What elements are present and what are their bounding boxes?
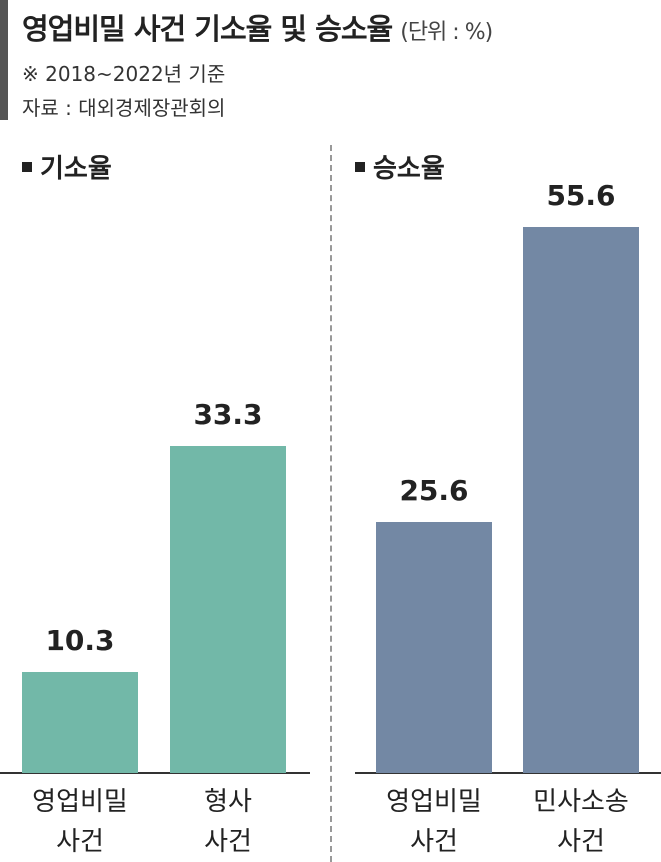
bar: [170, 445, 286, 773]
value-label: 25.6: [399, 473, 469, 507]
panel-title-text: 승소율: [373, 154, 445, 184]
unit: (단위 : %): [400, 20, 493, 45]
x-tick-label: 형사 사건: [204, 787, 252, 857]
panel-title: 승소율: [355, 148, 445, 185]
title: 영업비밀 사건 기소율 및 승소율 (단위 : %): [22, 6, 493, 48]
bar: [22, 671, 138, 773]
title-text: 영업비밀 사건 기소율 및 승소율: [22, 12, 393, 46]
panel-title: 기소율: [22, 148, 112, 185]
value-label: 33.3: [193, 397, 263, 431]
divider: [330, 145, 332, 862]
value-label: 10.3: [45, 623, 115, 657]
bar: [376, 521, 492, 773]
baseline: [0, 772, 310, 774]
source: 자료 : 대외경제장관회의: [22, 96, 226, 120]
note: ※ 2018~2022년 기준: [22, 62, 226, 86]
value-label: 55.6: [546, 179, 616, 212]
x-tick-label: 영업비밀 사건: [32, 787, 128, 857]
panel-title-text: 기소율: [40, 154, 112, 184]
marker: [22, 161, 32, 172]
baseline: [355, 772, 661, 774]
header-bar: [0, 0, 8, 120]
x-tick-label: 민사소송 사건: [533, 787, 629, 857]
x-tick-label: 영업비밀 사건: [386, 787, 482, 857]
marker: [355, 161, 365, 172]
bar: [523, 227, 639, 773]
